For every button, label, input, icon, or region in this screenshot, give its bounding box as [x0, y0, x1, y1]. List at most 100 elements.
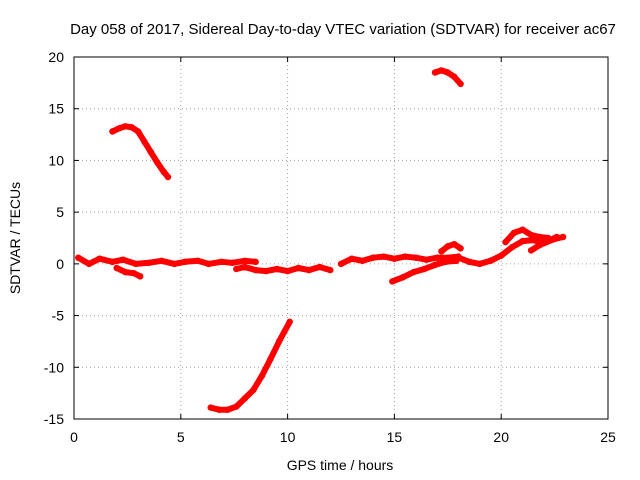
y-tick-label: -15	[44, 411, 64, 427]
data-point	[134, 128, 142, 135]
data-point	[233, 403, 240, 410]
data-point	[263, 267, 270, 275]
data-point	[380, 253, 387, 260]
data-point	[433, 254, 441, 261]
data-point	[442, 258, 449, 265]
series-arc-high-1	[109, 123, 172, 181]
data-point	[109, 128, 116, 135]
data-point	[410, 268, 417, 276]
data-point	[75, 254, 82, 261]
data-point	[438, 248, 445, 255]
data-point	[181, 258, 189, 265]
y-tick-label: 20	[48, 49, 64, 65]
data-series	[75, 67, 567, 413]
data-point	[536, 242, 543, 249]
series-arc-main-2	[233, 263, 334, 275]
data-point	[286, 318, 293, 325]
data-point	[457, 80, 464, 88]
data-point	[359, 257, 366, 264]
data-point	[207, 404, 214, 411]
data-point	[498, 252, 505, 259]
data-point	[545, 237, 552, 245]
data-point	[241, 395, 249, 402]
data-point	[96, 255, 103, 262]
series-arc-main-1b	[113, 264, 144, 280]
data-point	[337, 260, 345, 268]
data-point	[122, 268, 129, 276]
y-tick-label: -5	[52, 308, 65, 324]
data-point	[252, 266, 259, 274]
data-point	[527, 247, 535, 254]
data-point	[423, 256, 430, 263]
data-point	[205, 260, 212, 268]
data-point	[113, 264, 120, 272]
data-point	[147, 149, 155, 156]
data-point	[137, 273, 144, 280]
data-point	[154, 159, 161, 166]
series-arc-high-2	[431, 67, 464, 88]
data-point	[553, 233, 560, 241]
data-point	[241, 257, 249, 264]
data-point	[502, 238, 509, 246]
data-point	[284, 267, 291, 275]
data-point	[476, 260, 483, 268]
data-point	[399, 274, 407, 281]
data-point	[487, 257, 494, 264]
data-point	[536, 233, 543, 241]
y-tick-label: 15	[48, 101, 64, 117]
data-point	[164, 173, 172, 181]
series-arc-main-4c	[527, 233, 560, 254]
data-point	[119, 256, 127, 263]
data-point	[160, 168, 167, 175]
x-tick-label: 0	[70, 429, 78, 445]
data-point	[519, 237, 526, 245]
y-tick-label: 5	[56, 204, 64, 220]
data-point	[109, 258, 116, 265]
y-tick-label: 0	[56, 256, 64, 272]
data-point	[252, 258, 259, 265]
data-point	[391, 255, 398, 262]
data-point	[348, 255, 355, 262]
series-arc-main-1	[75, 254, 259, 268]
series-line	[113, 265, 144, 280]
data-point	[258, 372, 266, 379]
series-line	[109, 123, 171, 180]
data-point	[233, 265, 240, 273]
data-point	[519, 226, 526, 233]
data-point	[241, 263, 249, 271]
data-point	[455, 254, 462, 261]
data-point	[451, 73, 458, 80]
data-point	[250, 386, 257, 394]
data-point	[218, 258, 225, 265]
data-point	[431, 69, 439, 76]
data-point	[141, 138, 148, 145]
data-point	[327, 266, 334, 274]
x-tick-label: 15	[387, 429, 403, 445]
data-point	[130, 270, 137, 277]
data-point	[273, 265, 281, 273]
series-line	[528, 234, 560, 254]
data-point	[401, 253, 409, 260]
plot-frame	[73, 56, 609, 420]
data-point	[128, 124, 135, 131]
axis-ticks: 0 5 10 15 20 25 -15 -10 -5 0 5 10 15 20	[44, 49, 616, 445]
data-point	[267, 355, 274, 363]
data-point	[275, 338, 283, 345]
series-line	[75, 254, 259, 267]
data-point	[559, 233, 567, 241]
data-point	[228, 259, 236, 266]
series-line	[438, 241, 464, 255]
data-point	[132, 260, 140, 268]
x-tick-label: 5	[177, 429, 185, 445]
series-arc-main-3c	[438, 241, 464, 255]
data-point	[421, 265, 428, 273]
data-point	[369, 254, 377, 261]
x-tick-label: 25	[600, 429, 616, 445]
data-point	[444, 243, 451, 250]
data-point	[527, 231, 535, 239]
series-arc-low	[207, 318, 293, 413]
series-line	[233, 264, 334, 275]
data-point	[145, 259, 152, 266]
series-line	[207, 318, 293, 413]
data-point	[305, 266, 313, 274]
